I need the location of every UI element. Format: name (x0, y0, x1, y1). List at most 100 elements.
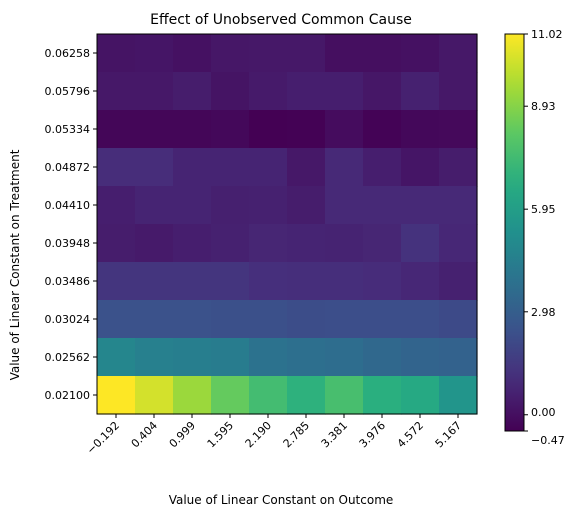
heatmap-cell (363, 338, 402, 377)
heatmap-cell (211, 148, 250, 187)
heatmap-cell (363, 34, 402, 73)
y-tick-label: 0.02562 (45, 351, 91, 364)
heatmap-cell (211, 262, 250, 301)
heatmap-cell (325, 186, 364, 225)
heatmap-cell (401, 186, 440, 225)
y-tick-label: 0.03486 (45, 275, 91, 288)
heatmap-cell (439, 72, 478, 111)
heatmap-cell (211, 376, 250, 415)
heatmap-cell (287, 262, 326, 301)
plot-frame (96, 33, 478, 415)
heatmap-cell (249, 376, 288, 415)
heatmap-cell (287, 300, 326, 339)
heatmap-cell (325, 72, 364, 111)
y-tick-label: 0.06258 (45, 47, 91, 60)
x-tick-label: 4.572 (395, 419, 426, 450)
heatmap-cell (401, 338, 440, 377)
y-tick-label: 0.04410 (45, 199, 91, 212)
heatmap-cell (135, 186, 174, 225)
heatmap-cell (97, 72, 136, 111)
heatmap-cell (325, 262, 364, 301)
heatmap-cell (249, 72, 288, 111)
heatmap-cell (173, 338, 212, 377)
x-tick-label: −0.192 (84, 419, 122, 457)
y-axis-label: Value of Linear Constant on Treatment (8, 149, 22, 380)
chart-title: Effect of Unobserved Common Cause (150, 12, 412, 28)
heatmap-cell (97, 224, 136, 263)
heatmap-cell (439, 262, 478, 301)
heatmap-cell (439, 224, 478, 263)
heatmap-cell (249, 110, 288, 149)
heatmap-cell (401, 224, 440, 263)
heatmap-cell (135, 224, 174, 263)
heatmap-cell (249, 186, 288, 225)
colorbar-tick-label: 0.00 (531, 406, 556, 419)
heatmap-cell (325, 376, 364, 415)
heatmap-cell (439, 148, 478, 187)
heatmap-cell (135, 262, 174, 301)
colorbar-tick-label: −0.47 (531, 434, 565, 447)
heatmap-cell (135, 376, 174, 415)
heatmap-cell (287, 186, 326, 225)
heatmap-cell (211, 300, 250, 339)
heatmap-cell (287, 338, 326, 377)
heatmap-cell (439, 110, 478, 149)
heatmap-cell (439, 376, 478, 415)
heatmap-cell (173, 34, 212, 73)
heatmap-cell (211, 186, 250, 225)
heatmap-cell (325, 300, 364, 339)
heatmap-cell (287, 34, 326, 73)
heatmap-cell (439, 300, 478, 339)
heatmap-cell (211, 34, 250, 73)
heatmap-cell (401, 34, 440, 73)
heatmap-cell (249, 338, 288, 377)
heatmap-cell (97, 376, 136, 415)
heatmap-cell (249, 148, 288, 187)
heatmap-cell (363, 148, 402, 187)
heatmap-cell (249, 224, 288, 263)
heatmap-cell (97, 300, 136, 339)
heatmap-cell (97, 262, 136, 301)
colorbar-tick-label: 11.02 (531, 28, 563, 41)
y-tick-label: 0.03024 (45, 313, 91, 326)
heatmap-cell (439, 338, 478, 377)
colorbar-tick-label: 2.98 (531, 306, 556, 319)
heatmap-cell (135, 72, 174, 111)
x-tick-label: 0.999 (167, 419, 198, 450)
heatmap-cell (135, 300, 174, 339)
heatmap-cell (249, 300, 288, 339)
x-axis-ticks: −0.192 0.404 0.999 1.595 2.190 2.785 3.381 3.97… (84, 414, 464, 457)
y-tick-label: 0.02100 (45, 389, 91, 402)
heatmap-cell (211, 72, 250, 111)
heatmap-cell (363, 262, 402, 301)
heatmap-cell (173, 300, 212, 339)
heatmap-cell (173, 186, 212, 225)
x-tick-label: 5.167 (433, 419, 464, 450)
heatmap-cell (135, 338, 174, 377)
heatmap-cell (401, 262, 440, 301)
x-tick-label: 3.976 (357, 419, 388, 450)
y-tick-label: 0.05334 (45, 123, 91, 136)
heatmap-cell (287, 148, 326, 187)
heatmap-cell (97, 186, 136, 225)
heatmap-cell (173, 262, 212, 301)
heatmap-cell (135, 34, 174, 73)
x-tick-label: 3.381 (319, 419, 350, 450)
heatmap-cell (173, 110, 212, 149)
heatmap-cell (135, 148, 174, 187)
y-tick-label: 0.03948 (45, 237, 91, 250)
heatmap-cell (287, 376, 326, 415)
heatmap-cell (287, 224, 326, 263)
heatmap-cell (439, 186, 478, 225)
heatmap-cell (97, 148, 136, 187)
heatmap-cell (325, 148, 364, 187)
heatmap-cell (325, 224, 364, 263)
heatmap-cell (173, 148, 212, 187)
heatmap-cell (287, 110, 326, 149)
heatmap-cell (211, 224, 250, 263)
y-tick-label: 0.05796 (45, 85, 91, 98)
heatmap-cell (401, 376, 440, 415)
y-axis-ticks: 0.06258 0.05796 0.05334 0.04872 0.04410 0.039… (45, 47, 97, 402)
heatmap-cell (173, 376, 212, 415)
x-tick-label: 2.785 (281, 419, 312, 450)
